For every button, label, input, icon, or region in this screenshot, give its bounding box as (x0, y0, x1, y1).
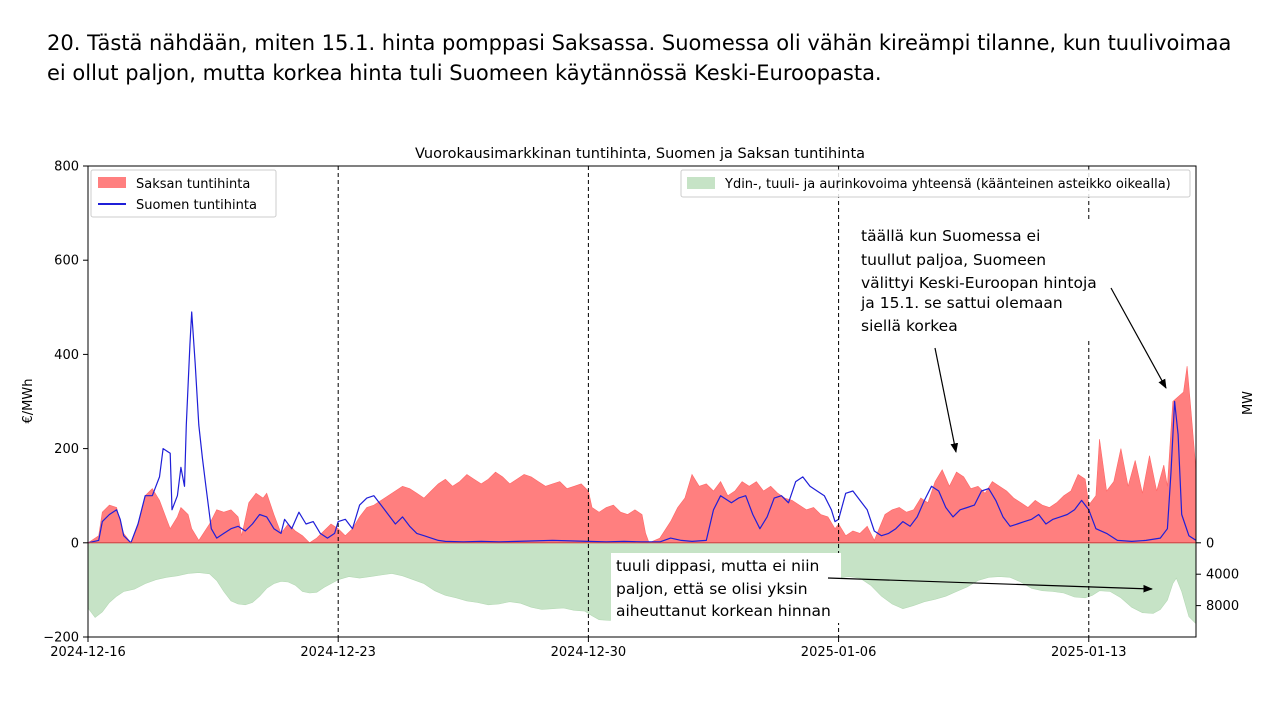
annotation-arrow-germany-spike (1110, 287, 1167, 389)
right-tick-label: 8000 (1206, 599, 1239, 614)
legend-label-finland: Suomen tuntihinta (136, 198, 257, 213)
annotation-2-line-1: tuuli dippasi, mutta ei niin (616, 557, 819, 575)
svg-text:täällä kun Suomessa ei t: täällä kun Suomessa ei tuullut paljoa, S… (860, 227, 1102, 335)
right-tick-label: 4000 (1206, 568, 1239, 583)
annotation-keski-eurooppa: täällä kun Suomessa ei tuullut paljoa, S… (855, 222, 1167, 453)
y-axis-label: €/MWh (21, 379, 36, 424)
annotation-1-line-4: ja 15.1. se sattui olemaan (860, 294, 1063, 312)
right-y-axis: 0 4000 8000 (1196, 536, 1239, 614)
y-tick-label: 800 (54, 160, 79, 175)
germany-price-area (88, 366, 1196, 544)
germany-price-layer (88, 366, 1196, 544)
annotation-arrow-wind-dip (827, 577, 1153, 593)
slide-title-line-2: paljon, mutta korkea hinta tuli Suomeen … (125, 61, 882, 85)
svg-text:tuuli dippasi, mutta ei niin: tuuli dippasi, mutta ei niin paljon, ett… (616, 557, 831, 620)
legend-right: Ydin-, tuuli- ja aurinkovoima yhteensä (… (680, 169, 1191, 198)
finland-price-layer (88, 311, 1196, 544)
annotation-2-background (611, 553, 841, 623)
slide-title: 20. Tästä nähdään, miten 15.1. hinta pom… (47, 28, 1237, 88)
annotation-1-line-3: välittyi Keski-Euroopan hintoja (861, 274, 1097, 292)
x-tick-label: 2025-01-13 (1051, 645, 1127, 660)
annotation-2-line-3: aiheuttanut korkean hinnan (616, 602, 831, 620)
x-tick-label: 2024-12-16 (50, 645, 126, 660)
legend-left: Saksan tuntihinta Suomen tuntihinta (90, 169, 277, 218)
legend-swatch-generation (687, 177, 715, 189)
legend-swatch-germany (98, 177, 126, 188)
annotation-1-line-2: tuullut paljoa, Suomeen (861, 251, 1046, 269)
legend-right-box (680, 169, 1191, 198)
legend-label-germany: Saksan tuntihinta (136, 177, 250, 192)
y-tick-label: 0 (71, 536, 79, 551)
x-tick-label: 2025-01-06 (801, 645, 877, 660)
right-tick-label: 0 (1206, 536, 1214, 551)
legend-label-generation: Ydin-, tuuli- ja aurinkovoima yhteensä (… (724, 177, 1171, 192)
annotation-arrow-finland-spike (934, 347, 959, 453)
x-tick-label: 2024-12-23 (300, 645, 376, 660)
annotation-tuuli-dippasi: tuuli dippasi, mutta ei niin paljon, ett… (611, 553, 1153, 623)
y-tick-label: 200 (54, 442, 79, 457)
annotation-2-line-2: paljon, että se olisi yksin (616, 580, 808, 598)
slide-title-line-1: 20. Tästä nähdään, miten 15.1. hinta pom… (47, 31, 1232, 85)
y-tick-label: 600 (54, 254, 79, 269)
legend-left-box (90, 169, 277, 218)
annotation-1-line-5: siellä korkea (861, 317, 958, 335)
annotation-1-background (855, 222, 1095, 340)
x-tick-label: 2024-12-30 (551, 645, 627, 660)
finland-price-line (88, 311, 1196, 544)
right-axis-label: MW (1241, 391, 1256, 415)
annotation-1-line-1: täällä kun Suomessa ei (861, 227, 1040, 245)
y-tick-label: 400 (54, 348, 79, 363)
y-tick-label: −200 (43, 631, 79, 646)
plot-frame (87, 165, 1197, 638)
left-y-axis: 800 600 400 200 0 −200 (43, 160, 88, 646)
chart-title: Vuorokausimarkkinan tuntihinta, Suomen j… (415, 146, 865, 162)
x-axis: 2024-12-16 2024-12-23 2024-12-30 2025-01-06… (50, 637, 1127, 660)
